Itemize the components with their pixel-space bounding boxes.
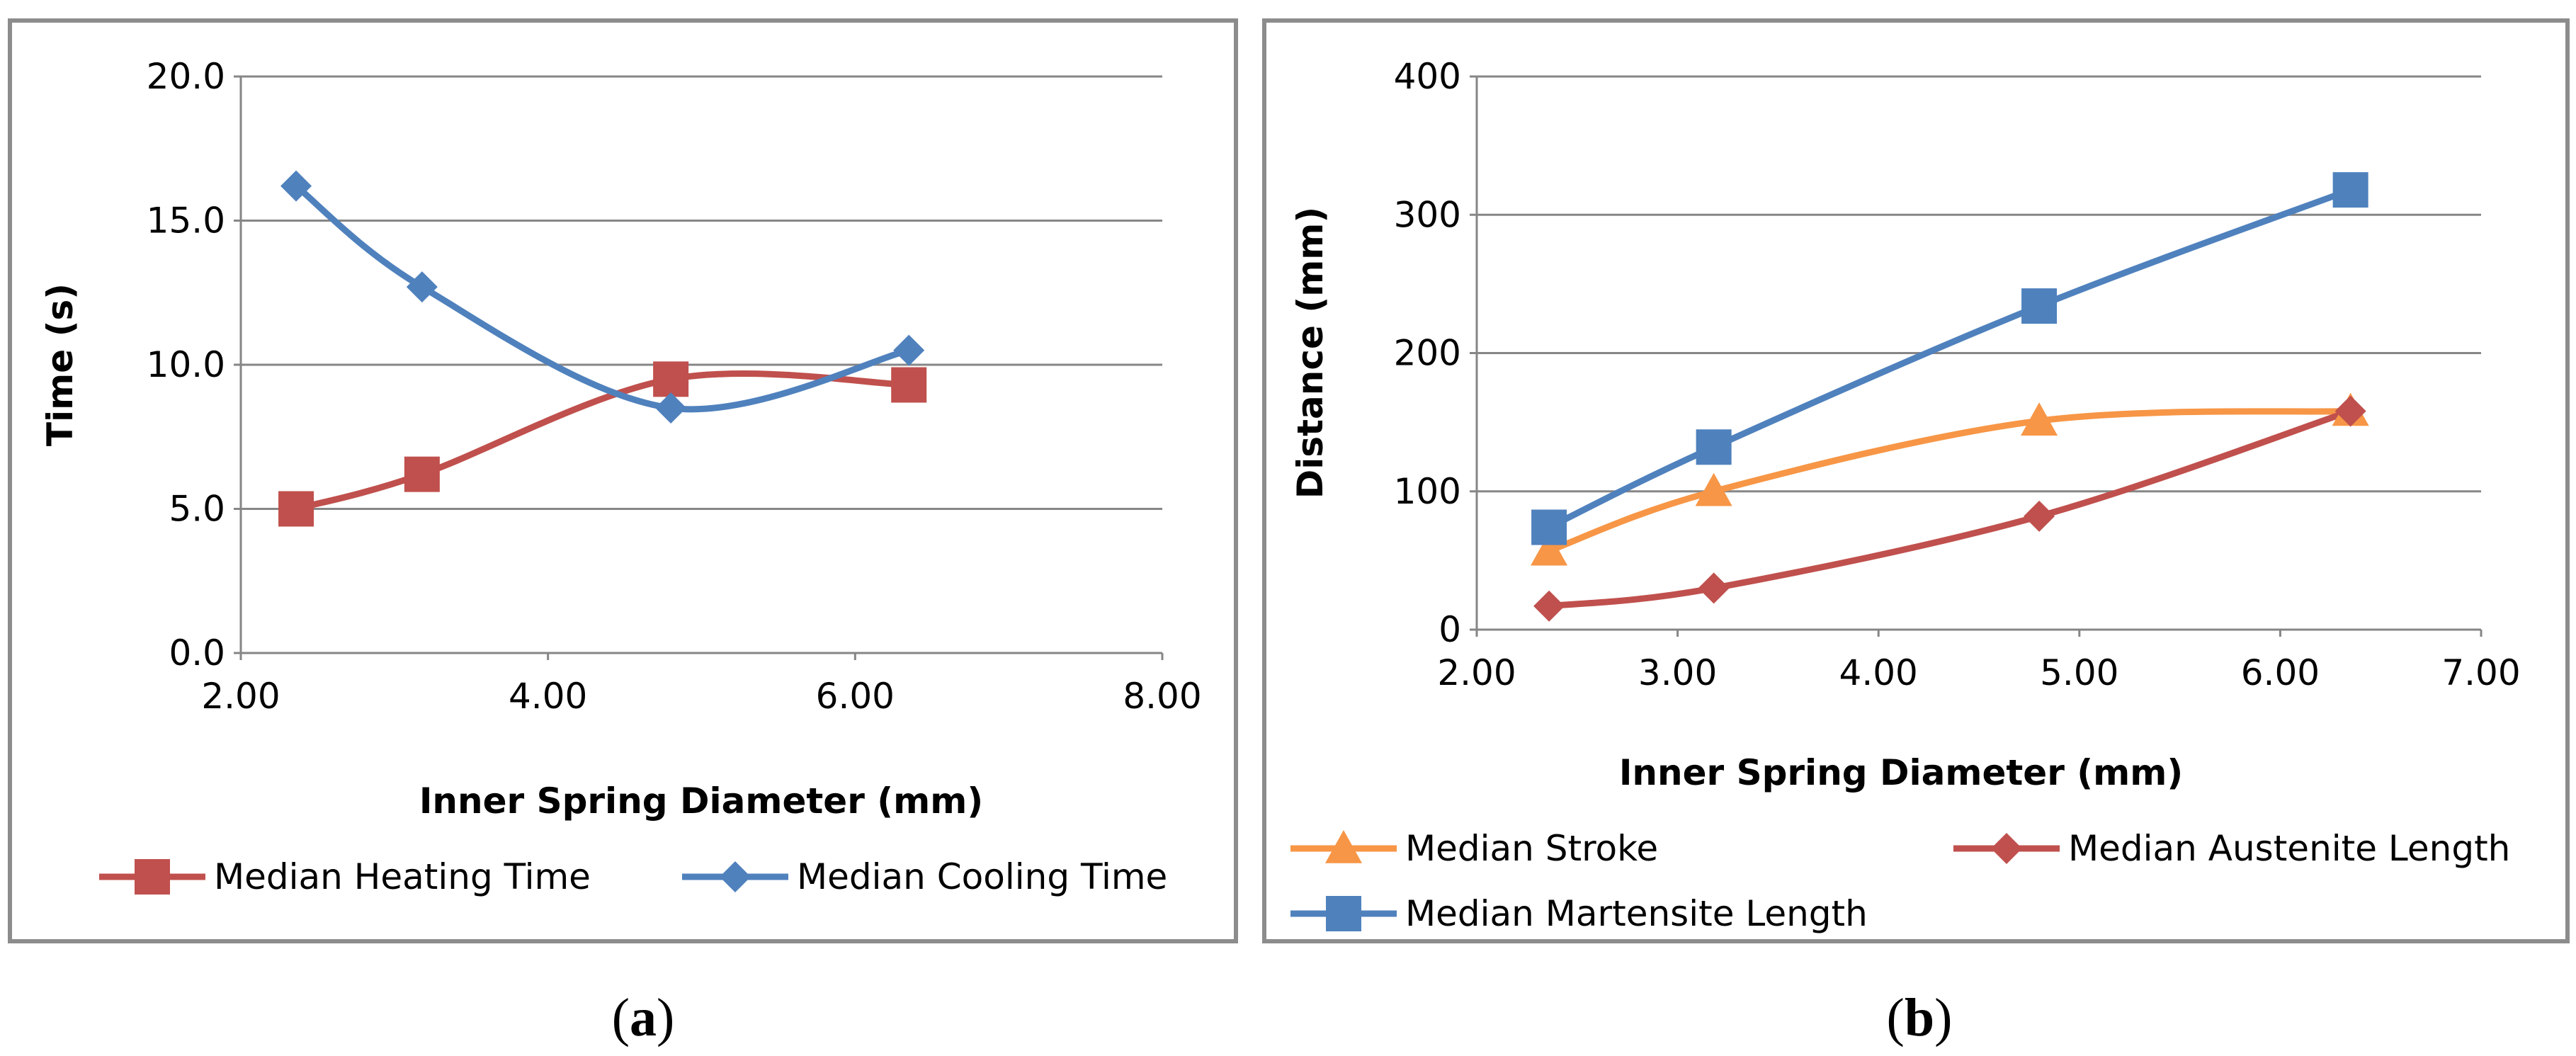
panel-b-point-median-stroke (1531, 532, 1568, 566)
panel-b-point-median-martensite-length (2021, 288, 2058, 324)
panel-b-gridlines (1477, 75, 2481, 493)
panel-b-y-tick-label: 400 (1394, 56, 1461, 97)
panel-b-series (1531, 172, 2369, 622)
panel-b-point-median-austenite-length (1533, 590, 1565, 622)
panel-b-y-tick-label: 200 (1394, 333, 1461, 374)
panel-b-point-median-martensite-length (2332, 172, 2368, 208)
panel-a-caption: (a) (612, 988, 675, 1048)
panel-b-point-median-martensite-length (1696, 429, 1732, 465)
panel-b-point-median-stroke (2021, 402, 2058, 436)
panel-a-legend-marker (720, 861, 751, 892)
panel-a-x-tick-label: 8.00 (1123, 676, 1201, 717)
panel-a-y-tick-label: 15.0 (147, 200, 225, 242)
panel-a-frame (8, 18, 1238, 943)
panel-b-y-tick-label: 300 (1394, 194, 1461, 235)
panel-b-y-tick-label: 0 (1439, 609, 1461, 650)
panel-a-legend-item-median-heating-time: Median Heating Time (99, 856, 591, 897)
panel-a-x-tick-label: 4.00 (509, 676, 587, 717)
panel-b-legend-marker (1325, 830, 1362, 863)
panel-b-y-tick-label: 100 (1394, 471, 1461, 512)
panel-a-tick-labels: 0.0 5.0 10.0 15.0 20.0 2.00 4.00 6.00 8.00 (147, 56, 1202, 717)
panel-b-legend-label: Median Martensite Length (1405, 893, 1868, 934)
panel-b-point-median-stroke (1695, 472, 1732, 506)
panel-a-point-median-cooling-time (655, 392, 687, 424)
panel-b-caption-letter: b (1905, 988, 1934, 1048)
panel-a-y-tick-label: 10.0 (147, 344, 225, 385)
panel-a-x-tick-label: 6.00 (816, 676, 895, 717)
panel-a-y-axis-title: Time (s) (40, 283, 81, 446)
panel-a-point-median-heating-time (891, 367, 927, 403)
panel-a-x-axis-title: Inner Spring Diameter (mm) (419, 780, 983, 822)
panel-b-point-median-austenite-length (2024, 500, 2055, 532)
panel-a-point-median-cooling-time (280, 170, 312, 202)
panel-a-legend: Median Heating Time Median Cooling Time (99, 856, 1167, 897)
panel-b-tick-labels: 0 100 200 300 400 2.00 3.00 4.00 5.00 6.00 7.00 (1394, 56, 2521, 693)
chart-panel-a: 0.0 5.0 10.0 15.0 20.0 2.00 4.00 6.00 8.00 Time … (8, 18, 1238, 943)
panel-b-legend-label: Median Stroke (1405, 828, 1658, 869)
panel-a-point-median-heating-time (404, 456, 440, 492)
panel-b-point-median-austenite-length (1698, 572, 1730, 604)
panel-b-legend-marker (1326, 896, 1361, 931)
panel-a-x-tick-label: 2.00 (201, 676, 280, 717)
panel-b-x-tick-label: 5.00 (2040, 652, 2118, 693)
panel-b-caption: (b) (1887, 988, 1953, 1048)
panel-a-y-tick-label: 0.0 (169, 632, 225, 674)
panel-a-legend-item-median-cooling-time: Median Cooling Time (682, 856, 1167, 897)
panel-b-line-median-stroke (1545, 408, 2354, 555)
panel-b-legend-item-median-martensite-length: Median Martensite Length (1290, 893, 1868, 934)
panel-a-legend-label: Median Cooling Time (797, 856, 1167, 897)
chart-panel-b: 0 100 200 300 400 2.00 3.00 4.00 5.00 6.00 7.00 Di… (1262, 18, 2570, 943)
panel-a-point-median-heating-time (278, 491, 314, 527)
panel-b-legend-marker (1991, 833, 2022, 864)
panel-b-point-median-austenite-length (2334, 395, 2366, 427)
panel-b-legend-item-median-stroke: Median Stroke (1290, 828, 1658, 869)
panel-b-line-median-austenite-length (1545, 408, 2354, 610)
panel-a-point-median-cooling-time (406, 271, 438, 303)
panel-b-y-axis-title: Distance (mm) (1290, 207, 1331, 499)
panel-b-x-tick-label: 7.00 (2441, 652, 2520, 693)
panel-a-legend-marker (135, 859, 170, 895)
panel-b-x-axis-title: Inner Spring Diameter (mm) (1619, 752, 2183, 793)
panel-a-point-median-heating-time (653, 361, 689, 397)
panel-b-x-tick-label: 4.00 (1839, 652, 1918, 693)
panel-a-y-tick-label: 5.0 (169, 489, 225, 530)
panel-b-legend-label: Median Austenite Length (2068, 828, 2510, 869)
panel-a-caption-letter: a (630, 988, 657, 1048)
panel-a-point-median-cooling-time (893, 334, 925, 366)
panel-b-line-median-martensite-length (1545, 186, 2354, 531)
panel-b-x-tick-label: 6.00 (2241, 652, 2320, 693)
panel-a-line-median-cooling-time (293, 183, 912, 413)
panel-b-point-median-martensite-length (1531, 509, 1567, 545)
panel-a-gridlines (241, 75, 1162, 510)
panel-a-line-median-heating-time (293, 370, 912, 512)
panel-b-legend: Median Stroke Median Austenite Length Medi… (1290, 828, 2510, 934)
panel-b-x-tick-label: 2.00 (1437, 652, 1516, 693)
panel-a-series (278, 170, 927, 527)
panel-a-legend-label: Median Heating Time (214, 856, 591, 897)
panel-b-x-tick-label: 3.00 (1638, 652, 1717, 693)
panel-a-y-tick-label: 20.0 (147, 56, 225, 97)
panel-b-legend-item-median-austenite-length: Median Austenite Length (1953, 828, 2510, 869)
